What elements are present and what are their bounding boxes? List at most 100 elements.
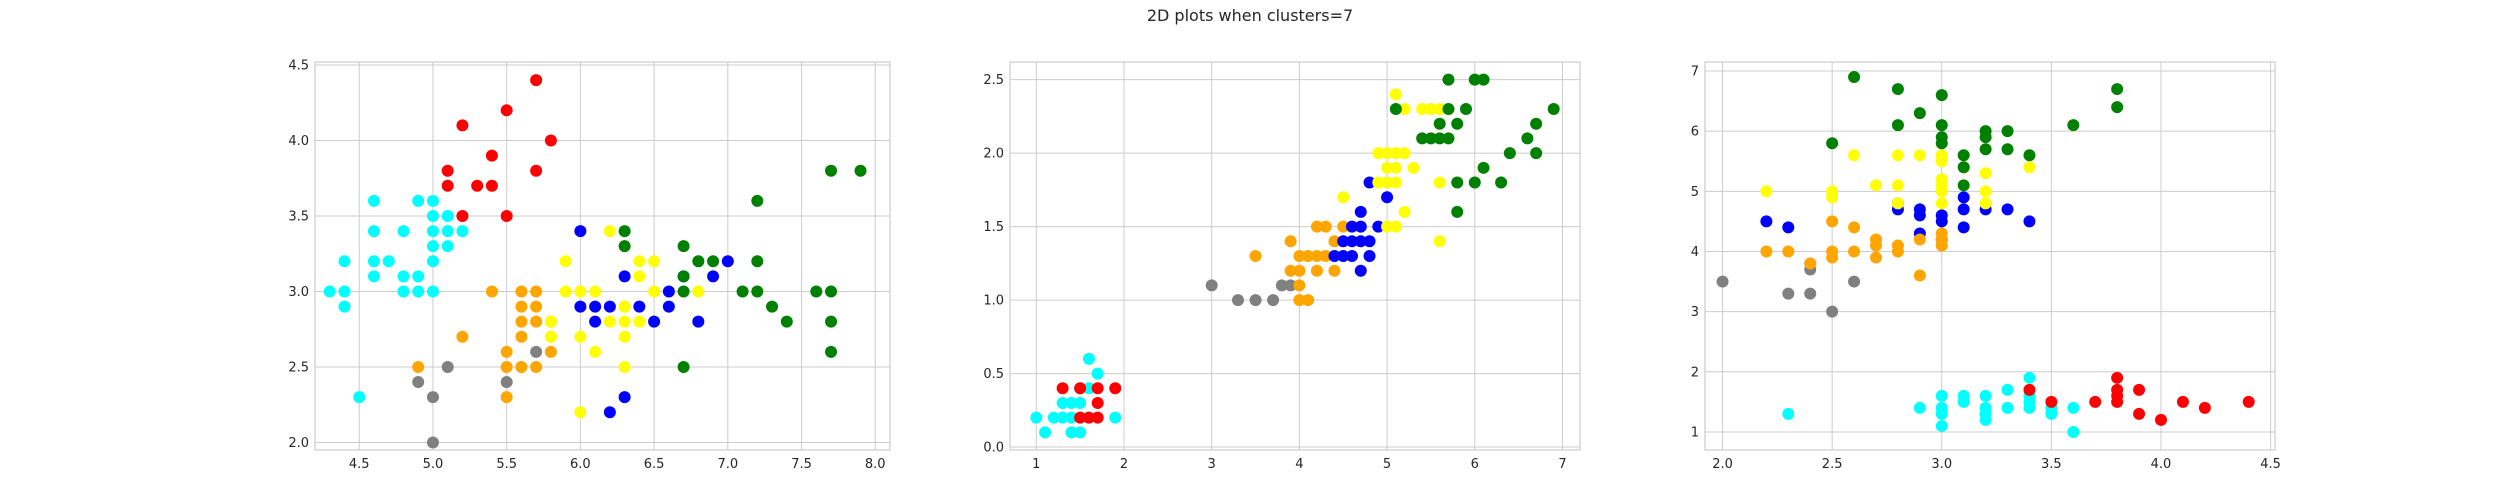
scatter-point-yellow <box>618 300 631 313</box>
scatter-point-blue <box>2001 203 2014 216</box>
scatter-point-blue <box>721 255 734 268</box>
scatter-point-red <box>500 209 513 222</box>
scatter-point-red <box>2089 395 2102 408</box>
scatter-point-orange <box>1913 233 1926 246</box>
scatter-point-green <box>1451 176 1464 189</box>
scatter-point-gray <box>426 391 439 404</box>
x-tick-label: 8.0 <box>865 457 886 472</box>
x-tick-label: 5.0 <box>423 457 444 472</box>
scatter-point-orange <box>1804 257 1817 270</box>
scatter-point-gray <box>1284 279 1297 292</box>
scatter-point-blue <box>2023 215 2036 228</box>
scatter-point-cyan <box>426 255 439 268</box>
scatter-point-green <box>1468 176 1481 189</box>
scatter-point-blue <box>1381 191 1394 204</box>
scatter-point-blue <box>662 285 675 298</box>
scatter-point-orange <box>1302 250 1315 262</box>
scatter-point-red <box>2111 383 2124 396</box>
scatter-point-cyan <box>367 270 380 283</box>
scatter-point-red <box>2133 407 2146 420</box>
scatter-point-green <box>618 225 631 238</box>
scatter-point-yellow <box>1389 176 1402 189</box>
y-tick-label: 1.0 <box>983 294 1004 309</box>
scatter-point-red <box>500 104 513 117</box>
y-tick-label: 6 <box>1691 125 1699 140</box>
scatter-point-yellow <box>633 255 646 268</box>
scatter-point-blue <box>1346 235 1358 248</box>
scatter-point-green <box>1460 103 1472 116</box>
scatter-point-orange <box>1310 250 1323 262</box>
scatter-point-green <box>1891 83 1904 96</box>
x-tick-label: 2.0 <box>1712 457 1733 472</box>
scatter-point-green <box>1979 125 1992 138</box>
scatter-point-green <box>707 255 720 268</box>
scatter-point-green <box>677 285 690 298</box>
scatter-point-orange <box>1337 220 1350 233</box>
scatter-point-yellow <box>1870 179 1882 192</box>
scatter-point-yellow <box>1935 173 1948 186</box>
scatter-point-green <box>1451 117 1464 130</box>
scatter-point-green <box>1477 161 1490 174</box>
plot-frame <box>1704 61 2276 451</box>
scatter-plot-petal: 1 2 3 4 5 6 7 0.0 0.5 1.0 1.5 2.0 2.5 <box>983 61 1581 472</box>
scatter-point-yellow <box>1424 103 1437 116</box>
scatter-point-green <box>2067 119 2080 132</box>
scatter-point-orange <box>530 285 543 298</box>
scatter-point-orange <box>515 285 528 298</box>
scatter-point-orange <box>1935 227 1948 240</box>
y-tick-label: 3.5 <box>288 209 309 224</box>
y-tick-label: 3.0 <box>288 285 309 300</box>
scatter-point-blue <box>1957 203 1970 216</box>
scatter-point-yellow <box>1760 185 1773 198</box>
scatter-point-blue <box>589 300 602 313</box>
scatter-point-orange <box>456 330 469 343</box>
scatter-point-cyan <box>441 209 454 222</box>
scatter-point-orange <box>1848 245 1861 258</box>
scatter-point-blue <box>1354 220 1367 233</box>
scatter-point-cyan <box>441 240 454 253</box>
scatter-point-green <box>1848 71 1861 84</box>
scatter-point-blue <box>618 270 631 283</box>
scatter-plot-sepalwidth-petallength: 2.0 2.5 3.0 3.5 4.0 4.5 1 2 3 4 5 6 7 <box>1691 61 2281 472</box>
y-tick-label: 2.5 <box>288 360 309 375</box>
scatter-point-orange <box>515 315 528 328</box>
scatter-point-orange <box>1310 220 1323 233</box>
scatter-point-yellow <box>559 255 572 268</box>
scatter-point-green <box>1433 132 1446 145</box>
x-tick-label: 3 <box>1208 457 1216 472</box>
scatter-point-gray <box>412 376 425 389</box>
scatter-point-yellow <box>589 345 602 358</box>
scatter-point-yellow <box>1398 147 1411 160</box>
scatter-point-cyan <box>1082 352 1095 365</box>
x-tick-label: 5.5 <box>496 457 517 472</box>
scatter-point-green <box>1468 73 1481 86</box>
scatter-point-blue <box>1346 250 1358 262</box>
scatter-point-cyan <box>1935 419 1948 432</box>
scatter-point-yellow <box>603 315 616 328</box>
scatter-point-blue <box>1760 215 1773 228</box>
scatter-point-orange <box>1310 264 1323 277</box>
scatter-point-yellow <box>1372 147 1385 160</box>
x-tick-label: 7.5 <box>791 457 812 472</box>
y-tick-label: 2.5 <box>983 73 1004 88</box>
scatter-point-yellow <box>648 285 661 298</box>
scatter-point-yellow <box>633 315 646 328</box>
scatter-point-blue <box>1372 220 1385 233</box>
y-tick-label: 1.5 <box>983 220 1004 235</box>
scatter-point-yellow <box>1389 161 1402 174</box>
x-tick-label: 2.5 <box>1822 457 1843 472</box>
scatter-point-yellow <box>1913 149 1926 162</box>
x-tick-label: 2 <box>1120 457 1128 472</box>
scatter-point-orange <box>500 345 513 358</box>
scatter-point-red <box>1091 382 1104 395</box>
scatter-point-red <box>485 149 498 162</box>
scatter-point-green <box>825 315 838 328</box>
scatter-point-green <box>618 240 631 253</box>
scatter-point-red <box>1056 382 1069 395</box>
scatter-point-yellow <box>574 285 587 298</box>
scatter-point-cyan <box>1056 396 1069 409</box>
x-tick-label: 4.5 <box>2260 457 2281 472</box>
scatter-point-gray <box>1848 275 1861 288</box>
scatter-point-yellow <box>1979 167 1992 180</box>
scatter-point-green <box>2023 149 2036 162</box>
